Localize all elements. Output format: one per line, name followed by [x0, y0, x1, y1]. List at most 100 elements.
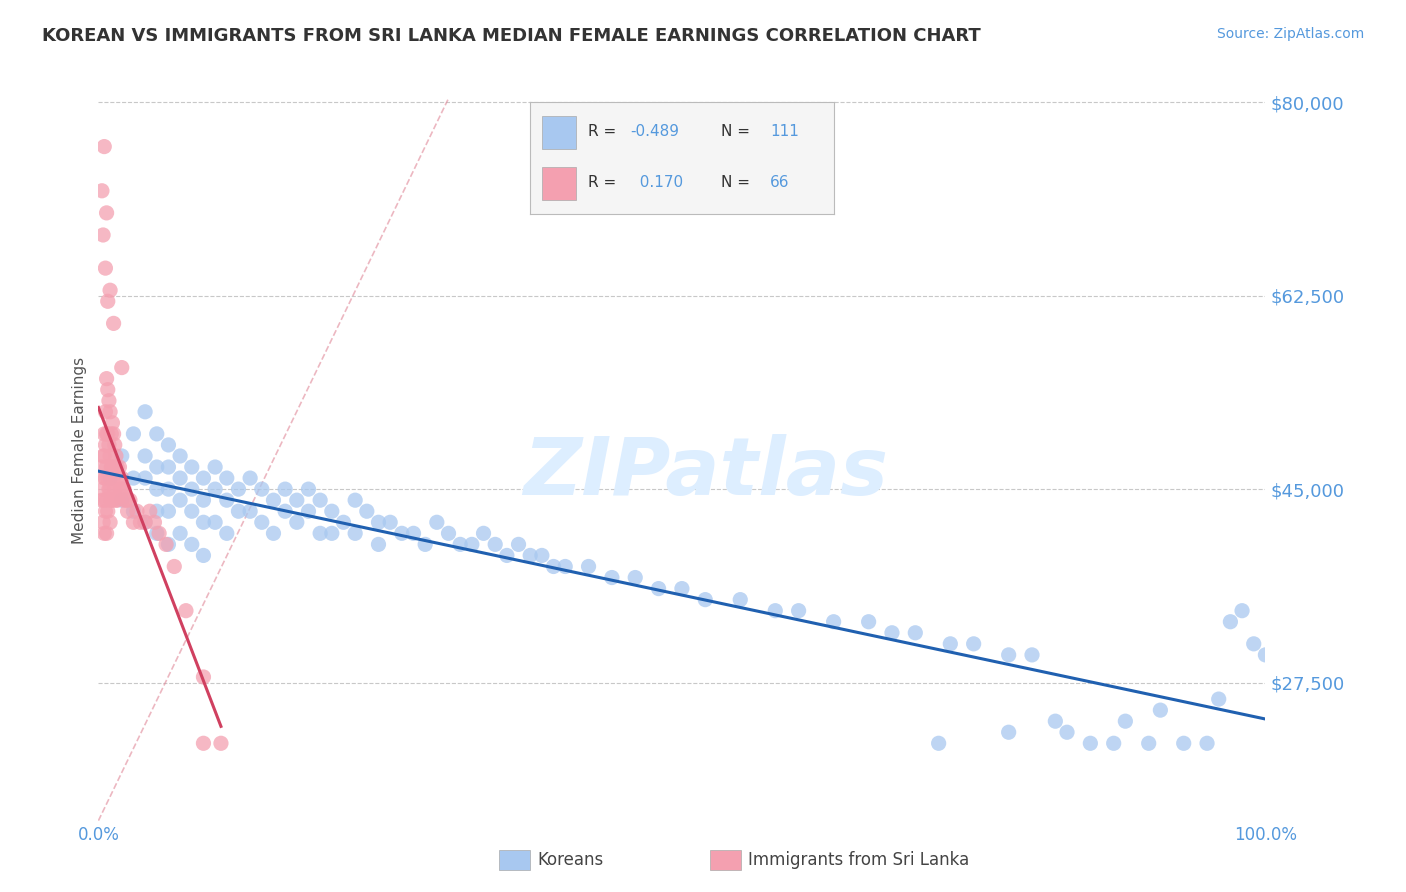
Point — [193, 493, 215, 508]
Point — [122, 504, 145, 518]
Point — [228, 482, 250, 496]
Point — [97, 426, 120, 441]
Point — [250, 482, 273, 496]
Point — [100, 460, 122, 475]
Text: Immigrants from Sri Lanka: Immigrants from Sri Lanka — [748, 851, 969, 869]
Point — [98, 471, 121, 485]
Point — [215, 493, 238, 508]
Point — [105, 493, 128, 508]
Point — [204, 516, 226, 530]
Point — [134, 449, 156, 463]
Point — [426, 516, 449, 530]
Point — [297, 482, 319, 496]
Point — [91, 227, 114, 242]
Point — [1080, 736, 1102, 750]
Point — [97, 383, 120, 397]
Point — [117, 504, 139, 518]
Point — [904, 625, 927, 640]
Point — [204, 460, 226, 475]
Point — [115, 493, 138, 508]
Point — [823, 615, 845, 629]
Point — [148, 526, 170, 541]
Point — [193, 471, 215, 485]
Point — [554, 559, 576, 574]
Point — [169, 471, 191, 485]
Point — [146, 504, 169, 518]
Point — [104, 449, 127, 463]
Point — [94, 261, 117, 276]
Point — [530, 549, 553, 563]
Point — [98, 283, 121, 297]
Point — [997, 725, 1019, 739]
Point — [1137, 736, 1160, 750]
Point — [108, 460, 131, 475]
Point — [880, 625, 903, 640]
Point — [1243, 637, 1265, 651]
Point — [111, 471, 134, 485]
Point — [97, 294, 120, 309]
Point — [787, 604, 810, 618]
Point — [180, 482, 202, 496]
Point — [91, 482, 114, 496]
Point — [695, 592, 717, 607]
Point — [180, 460, 202, 475]
Point — [103, 471, 125, 485]
Point — [1208, 692, 1230, 706]
Point — [90, 493, 112, 508]
Point — [157, 438, 180, 452]
Point — [112, 482, 135, 496]
Point — [274, 504, 297, 518]
Text: KOREAN VS IMMIGRANTS FROM SRI LANKA MEDIAN FEMALE EARNINGS CORRELATION CHART: KOREAN VS IMMIGRANTS FROM SRI LANKA MEDI… — [42, 27, 981, 45]
Point — [111, 360, 134, 375]
Point — [101, 493, 124, 508]
Point — [100, 493, 122, 508]
Point — [122, 516, 145, 530]
Point — [157, 537, 180, 551]
Point — [356, 504, 378, 518]
Point — [134, 405, 156, 419]
Point — [96, 526, 118, 541]
Point — [858, 615, 880, 629]
Point — [146, 526, 169, 541]
Point — [97, 482, 120, 496]
Point — [461, 537, 484, 551]
Point — [1254, 648, 1277, 662]
Point — [215, 526, 238, 541]
Point — [939, 637, 962, 651]
Point — [209, 736, 232, 750]
Point — [97, 471, 120, 485]
Point — [94, 504, 117, 518]
Point — [1230, 604, 1253, 618]
Point — [1102, 736, 1125, 750]
Point — [163, 559, 186, 574]
Point — [134, 516, 156, 530]
Point — [104, 438, 127, 452]
Point — [97, 393, 120, 408]
Point — [146, 460, 169, 475]
Point — [103, 317, 125, 331]
Point — [125, 504, 148, 518]
Point — [262, 526, 284, 541]
Point — [111, 482, 134, 496]
Point — [309, 493, 332, 508]
Point — [134, 516, 156, 530]
Point — [380, 516, 402, 530]
Point — [180, 537, 202, 551]
Point — [104, 482, 127, 496]
Point — [134, 471, 156, 485]
Point — [122, 426, 145, 441]
Point — [647, 582, 669, 596]
Point — [93, 526, 115, 541]
Point — [344, 493, 367, 508]
Point — [98, 405, 121, 419]
Point — [344, 526, 367, 541]
Point — [1219, 615, 1241, 629]
Point — [111, 449, 134, 463]
Point — [193, 670, 215, 684]
Point — [1045, 714, 1067, 729]
Point — [93, 449, 115, 463]
Text: Source: ZipAtlas.com: Source: ZipAtlas.com — [1216, 27, 1364, 41]
Point — [285, 516, 308, 530]
Point — [413, 537, 436, 551]
Point — [239, 471, 262, 485]
